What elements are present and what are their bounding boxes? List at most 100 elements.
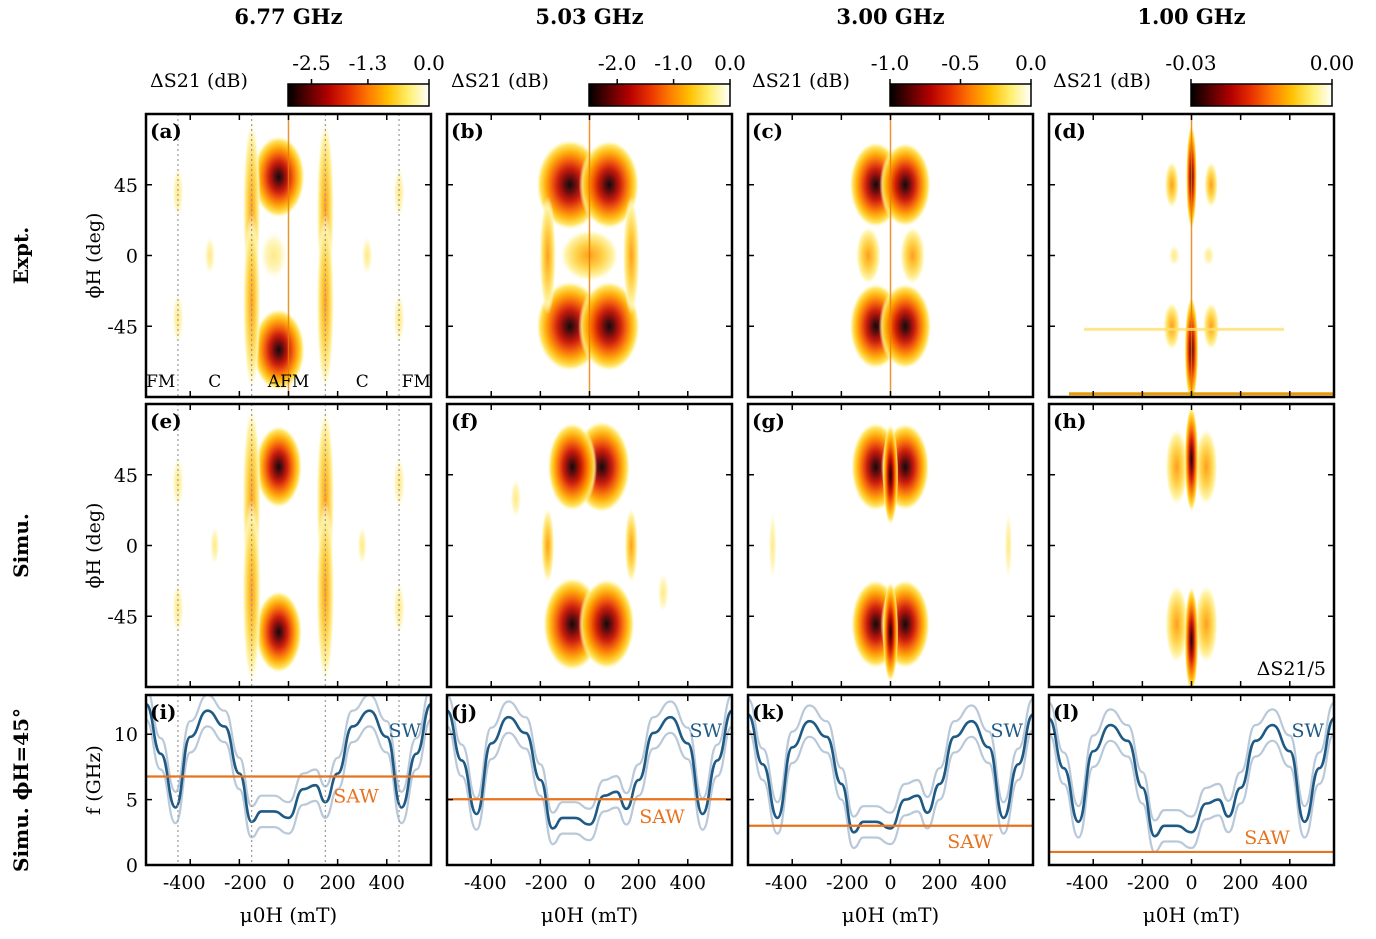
heatmap-blob	[357, 524, 368, 567]
heatmap-blob	[1194, 427, 1218, 507]
heatmap-panel: (a)	[144, 112, 433, 399]
dispersion-panel: (i) SW SAW -400 -200 0 200 400 μ0H (mT)	[144, 693, 433, 927]
y-tick-label: 0	[126, 246, 138, 268]
column-frequency-title: 1.00 GHz	[1137, 4, 1245, 29]
colorbar-tick-label: -0.03	[1165, 51, 1216, 75]
y-tick-label: -45	[107, 606, 138, 628]
dispersion-panel: (l) SW SAW -400 -200 0 200 400 μ0H (mT)	[1047, 693, 1336, 927]
colorbar-tick-label: 0.0	[714, 51, 746, 75]
heatmap-panel: (b)	[445, 112, 734, 399]
heatmap-blob	[392, 454, 406, 511]
x-tick-label: 0	[884, 872, 896, 894]
y-tick-label: 45	[114, 465, 138, 487]
heatmap-blob	[540, 506, 555, 585]
phase-label: C	[208, 372, 221, 392]
heatmap-panel: (h)	[1047, 402, 1336, 689]
colorbar-tick-label: 0.0	[1015, 51, 1047, 75]
heatmap-panel: (c)	[746, 112, 1035, 399]
row-label-simu: Simu.	[9, 513, 33, 578]
heatmap-blob	[578, 139, 640, 230]
colorbar-tick-label: -2.5	[292, 51, 331, 75]
colorbar	[1190, 83, 1333, 107]
sw-lower-curve	[447, 725, 732, 846]
x-tick-label: 200	[922, 872, 958, 894]
heatmap-blob	[1184, 586, 1199, 687]
sw-label: SW	[388, 720, 421, 742]
panel-label: (j)	[451, 700, 477, 724]
y-axis-label: ϕH (deg)	[83, 213, 105, 299]
sw-lower-curve	[146, 718, 431, 839]
heatmap-blob	[1164, 584, 1189, 665]
dispersion-content	[447, 695, 732, 846]
sw-upper-curve	[748, 697, 1033, 818]
heatmap-blob	[1202, 302, 1220, 351]
row-label-dispersion: Simu. ϕH=45°	[9, 708, 33, 872]
sw-curve	[748, 713, 1033, 834]
heatmap-blob	[899, 225, 926, 286]
saw-label: SAW	[333, 785, 379, 807]
heatmap-content	[1049, 404, 1334, 687]
heatmap-content	[146, 114, 431, 397]
artifact-line	[1084, 327, 1284, 331]
heatmap-blob	[172, 290, 184, 347]
heatmap-blob	[578, 578, 635, 670]
y-axis-label: f (GHz)	[83, 745, 105, 815]
colorbar-label: ΔS21 (dB)	[451, 70, 549, 92]
y-tick-label: 5	[126, 790, 138, 812]
y-tick-label: 0	[126, 536, 138, 558]
heatmap-blob	[242, 498, 261, 687]
colorbar	[588, 83, 731, 107]
heatmap-blob	[882, 423, 899, 526]
x-tick-label: 200	[621, 872, 657, 894]
heatmap-blob	[878, 283, 932, 370]
column-frequency-title: 3.00 GHz	[836, 4, 944, 29]
heatmap-blob	[657, 571, 670, 614]
heatmap-blob	[882, 581, 899, 683]
heatmap-blob	[539, 196, 557, 315]
x-tick-label: 400	[670, 872, 706, 894]
heatmap-content	[447, 404, 732, 687]
x-tick-label: -400	[464, 872, 507, 894]
heatmap-blob	[252, 308, 306, 392]
dispersion-content	[1049, 701, 1334, 854]
heatmap-blob	[255, 425, 303, 509]
sw-curve	[447, 709, 732, 830]
x-tick-label: -200	[1127, 872, 1170, 894]
x-tick-label: 0	[282, 872, 294, 894]
heatmap-blob	[1168, 244, 1181, 267]
heatmap-blob	[316, 500, 335, 686]
heatmap-panel: (g)	[746, 402, 1035, 689]
artifact-line	[1069, 392, 1334, 396]
x-tick-label: 200	[320, 872, 356, 894]
colorbar-tick-label: 0.0	[413, 51, 445, 75]
dispersion-content	[748, 697, 1033, 850]
sw-upper-curve	[148, 695, 429, 808]
colorbar-tick-label: -1.0	[654, 51, 693, 75]
y-axis-label: ϕH (deg)	[83, 503, 105, 589]
heatmap-blob	[171, 580, 185, 637]
colorbar-tick-label: -0.5	[941, 51, 980, 75]
panel-label: (e)	[150, 409, 182, 433]
heatmap-content	[748, 114, 1033, 397]
heatmap-blob	[171, 454, 185, 511]
sw-lower-curve	[1049, 733, 1334, 854]
panel-label: (b)	[451, 119, 484, 143]
panel-label: (l)	[1053, 700, 1080, 724]
x-tick-label: 400	[1272, 872, 1308, 894]
heatmap-blob	[1184, 405, 1199, 513]
heatmap-blob	[242, 212, 261, 394]
heatmap-blob	[361, 235, 373, 276]
heatmap-blob	[1202, 244, 1215, 267]
colorbar	[889, 83, 1032, 107]
heatmap-blob	[1164, 160, 1180, 209]
phase-label: FM	[146, 372, 175, 392]
sw-label: SW	[1291, 720, 1324, 742]
sw-curve	[1049, 717, 1334, 838]
x-axis-label: μ0H (mT)	[240, 903, 337, 927]
x-tick-label: 0	[583, 872, 595, 894]
x-tick-label: 400	[369, 872, 405, 894]
y-tick-label: -45	[107, 316, 138, 338]
x-axis-label: μ0H (mT)	[541, 903, 638, 927]
heatmap-blob	[172, 164, 184, 221]
column-frequency-title: 6.77 GHz	[234, 4, 342, 29]
